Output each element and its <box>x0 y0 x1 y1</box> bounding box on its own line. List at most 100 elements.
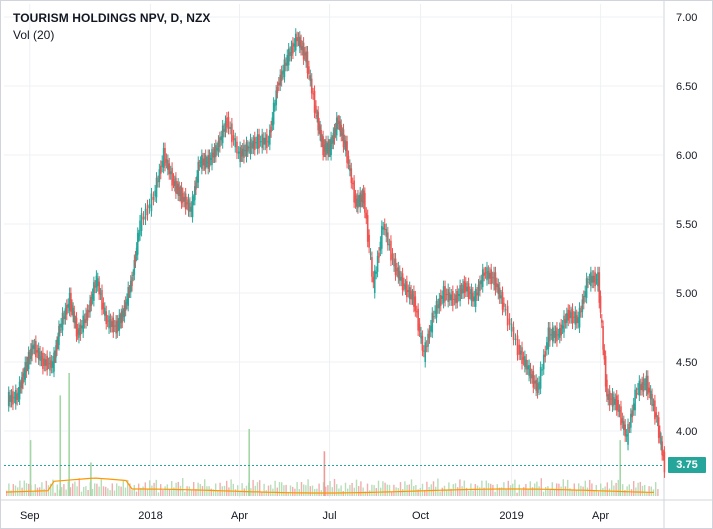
volume-bar <box>648 486 650 496</box>
candle-body <box>487 270 490 279</box>
volume-bar <box>639 481 641 496</box>
candle-body <box>60 323 62 328</box>
y-tick-label[interactable]: 4.00 <box>676 426 697 438</box>
volume-indicator-label[interactable]: Vol (20) <box>13 28 55 42</box>
volume-bar <box>171 481 173 496</box>
candle-body <box>342 129 345 148</box>
volume-bar <box>300 481 303 496</box>
volume-bar <box>204 479 206 496</box>
candle-body <box>44 359 47 366</box>
candle-body <box>372 276 375 283</box>
volume-bar <box>193 482 195 496</box>
volume-bar <box>289 485 292 496</box>
volume-bar <box>265 490 267 496</box>
volume-bar <box>333 478 336 496</box>
y-tick-label[interactable]: 4.50 <box>676 357 697 369</box>
x-tick-label[interactable]: 2018 <box>138 510 162 522</box>
candle-body <box>171 167 173 186</box>
volume-bar <box>492 484 494 496</box>
candle-body <box>322 136 324 155</box>
volume-bar <box>146 488 149 496</box>
candle-body <box>476 292 478 296</box>
volume-bar <box>74 481 76 496</box>
candle-body <box>400 276 402 281</box>
candle-body <box>31 345 33 356</box>
volume-bar <box>575 490 578 496</box>
volume-bar <box>25 483 28 496</box>
volume-bar <box>349 484 351 496</box>
y-tick-label[interactable]: 7.00 <box>676 12 697 24</box>
candle-body <box>335 117 338 136</box>
volume-bar <box>311 485 314 496</box>
volume-bar <box>124 487 127 496</box>
candle-body <box>123 305 126 318</box>
x-tick-label[interactable]: Apr <box>231 510 248 522</box>
candle-body <box>67 303 70 308</box>
candle-body <box>414 296 417 312</box>
candle-body <box>21 377 23 389</box>
volume-bar <box>384 482 386 496</box>
candle-body <box>467 283 470 299</box>
candle-body <box>334 128 337 133</box>
symbol-title[interactable]: TOURISM HOLDINGS NPV, D, NZX <box>13 11 211 25</box>
volume-bar <box>373 485 375 496</box>
candle-body <box>47 363 50 365</box>
candle-body <box>413 291 415 307</box>
x-tick-label[interactable]: 2019 <box>499 510 523 522</box>
candle-body <box>428 330 431 339</box>
volume-bar <box>52 479 54 496</box>
volume-bar <box>421 483 424 496</box>
volume-bar <box>329 480 331 496</box>
volume-bar <box>184 491 186 496</box>
y-tick-label[interactable]: 6.50 <box>676 81 697 93</box>
volume-bar <box>569 488 571 496</box>
candle-body <box>19 385 22 389</box>
y-tick-label[interactable]: 5.50 <box>676 219 697 231</box>
candle-body <box>217 140 220 152</box>
candle-body <box>61 312 64 331</box>
x-tick-label[interactable]: Apr <box>592 510 609 522</box>
candle-body <box>408 287 411 299</box>
candle-body <box>445 293 448 295</box>
candle-body <box>267 141 270 143</box>
volume-bar <box>215 483 217 496</box>
volume-bar <box>432 481 435 496</box>
volume-bar <box>496 484 498 496</box>
candle-body <box>575 315 578 324</box>
candle-body <box>154 190 156 197</box>
candle-body <box>35 340 37 358</box>
volume-bar <box>628 484 630 496</box>
candle-body <box>497 284 500 294</box>
candle-body <box>101 290 103 310</box>
volume-bar <box>78 478 80 496</box>
candle-body <box>96 278 99 287</box>
candle-body <box>571 308 574 324</box>
volume-bar <box>270 484 272 496</box>
volume-bar <box>133 485 135 496</box>
candle-body <box>98 281 100 295</box>
x-tick-label[interactable]: Jul <box>323 510 337 522</box>
candle-body <box>50 360 53 368</box>
candle-body <box>574 311 577 325</box>
candle-body <box>453 298 456 300</box>
volume-bar <box>630 489 633 496</box>
candle-body <box>270 126 272 133</box>
volume-bar <box>369 490 371 496</box>
candle-body <box>131 277 133 287</box>
candle-body <box>71 304 73 310</box>
candle-body <box>613 396 615 405</box>
volume-bar <box>582 486 584 496</box>
volume-bar <box>402 488 404 496</box>
candle-body <box>168 163 171 175</box>
candle-body <box>578 307 581 328</box>
candle-body <box>452 291 454 306</box>
y-tick-label[interactable]: 5.00 <box>676 288 697 300</box>
y-tick-label[interactable]: 6.00 <box>676 150 697 162</box>
candle-body <box>532 370 535 388</box>
candle-body <box>64 308 67 320</box>
candle-body <box>393 258 395 267</box>
x-tick-label[interactable]: Oct <box>412 510 429 522</box>
candle-body <box>536 383 539 394</box>
x-tick-label[interactable]: Sep <box>20 510 40 522</box>
